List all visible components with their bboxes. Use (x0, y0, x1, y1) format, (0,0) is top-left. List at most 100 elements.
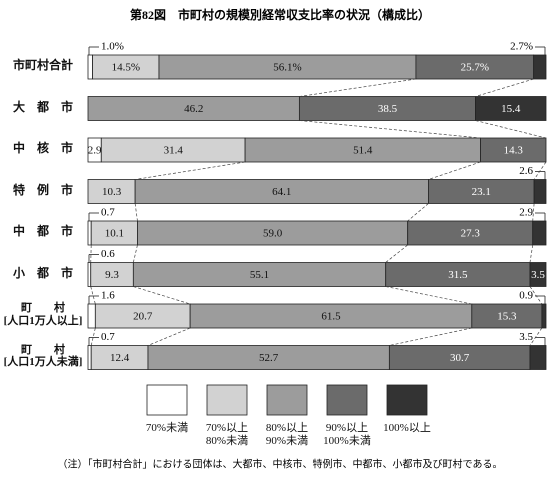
value-label: 3.5 (531, 269, 545, 281)
connector (533, 161, 547, 180)
value-label: 27.3 (461, 228, 481, 240)
value-label: 3.5 (519, 331, 533, 343)
bar-segment (428, 179, 535, 204)
value-label: 64.1 (272, 186, 291, 198)
value-label: 31.5 (448, 269, 468, 281)
connector (135, 161, 246, 180)
connector (299, 120, 481, 139)
legend-label: 90%以上 100%未満 (323, 422, 371, 447)
value-label: 55.1 (250, 269, 269, 281)
value-label: 0.9 (519, 290, 533, 302)
legend-swatch (326, 384, 368, 416)
value-label: 52.7 (259, 352, 279, 364)
bar-segment (480, 137, 547, 163)
value-label: 61.5 (321, 311, 341, 323)
connector (134, 203, 138, 222)
connector (529, 244, 534, 263)
connector (475, 120, 547, 139)
value-label: 59.0 (263, 228, 283, 240)
value-label: 14.5% (112, 62, 140, 74)
value-label: 15.4 (501, 103, 521, 115)
bar-segment (298, 96, 476, 121)
value-label: 20.7 (133, 311, 153, 323)
value-label: 2.6 (519, 165, 533, 177)
connector (385, 244, 408, 263)
value-label: 46.2 (184, 103, 203, 115)
value-label: 14.3 (504, 145, 524, 157)
bar-segment (529, 262, 547, 287)
connector (428, 161, 481, 180)
value-label: 25.7% (461, 62, 489, 74)
connector (90, 286, 96, 305)
value-label: 30.7 (450, 352, 470, 364)
value-label: 2.7% (510, 41, 533, 53)
bar-segment (87, 96, 300, 121)
legend-swatch (266, 384, 308, 416)
bar-segment (92, 54, 160, 80)
bar-segment (137, 220, 409, 246)
chart-title: 第82図 市町村の規模別経常収支比率の状況（構成比） (130, 7, 430, 22)
connector (147, 327, 191, 346)
value-label: 31.4 (164, 145, 184, 157)
bar-segment (244, 137, 481, 163)
value-label: 12.4 (110, 352, 130, 364)
value-label: 2.9 (88, 145, 102, 157)
value-label: 56.1% (273, 62, 301, 74)
connector (385, 286, 472, 305)
value-label: 38.5 (378, 103, 398, 115)
bar-segment (90, 220, 138, 246)
bar-segment (407, 220, 534, 246)
legend-label: 80%以上 90%未満 (265, 422, 309, 447)
value-label: 1.6 (101, 290, 115, 302)
bar-segment (87, 345, 92, 370)
value-label: 0.7 (101, 207, 115, 219)
bar-segment (189, 303, 473, 329)
bar-segment (533, 54, 547, 80)
category-label: 町 村 [人口1万人以上] (3, 302, 83, 327)
bar-segment (87, 262, 92, 287)
legend-label: 70%以上 80%未満 (205, 422, 249, 447)
bar-segment (87, 220, 92, 246)
connector (475, 78, 534, 97)
connector (133, 244, 138, 263)
bar-segment (385, 262, 531, 287)
legend-label: 70%未満 (145, 422, 189, 434)
legend-swatch (146, 384, 188, 416)
connector (532, 203, 535, 222)
connector (529, 327, 543, 346)
legend-swatch (386, 384, 428, 416)
connector (407, 203, 429, 222)
value-label: 10.1 (105, 228, 124, 240)
bar-segment (471, 303, 543, 329)
value-label: 23.1 (472, 186, 491, 198)
bar-segment (541, 303, 547, 329)
value-label: 1.0% (101, 41, 124, 53)
category-label: 町 村 [人口1万人未満] (3, 343, 83, 369)
bar-segment (94, 303, 191, 329)
category-label: 大 都 市 (12, 99, 73, 114)
note: （注）「市町村合計」における団体は、大都市、中核市、特例市、中都市、小都市及び町… (58, 457, 503, 470)
category-label: 特 例 市 (12, 182, 73, 197)
bar-segment (415, 54, 535, 80)
bar-segment (87, 179, 136, 204)
value-label: 2.9 (519, 207, 533, 219)
connector (389, 327, 472, 346)
bar-segment (533, 179, 547, 204)
value-label: 51.4 (353, 145, 373, 157)
bar-segment (147, 345, 390, 370)
value-label: 0.6 (101, 248, 115, 260)
value-label: 0.7 (101, 331, 115, 343)
bar-segment (529, 345, 547, 370)
category-label: 小 都 市 (12, 265, 73, 280)
connector (90, 327, 96, 346)
value-label: 15.3 (497, 311, 517, 323)
legend-label: 100%以上 (383, 422, 431, 434)
connector (133, 286, 191, 305)
legend-swatch (206, 384, 248, 416)
bar-segment (475, 96, 547, 121)
connector (529, 286, 543, 305)
bar-segment (100, 137, 246, 163)
bar-segment (90, 345, 149, 370)
value-label: 9.3 (105, 269, 119, 281)
